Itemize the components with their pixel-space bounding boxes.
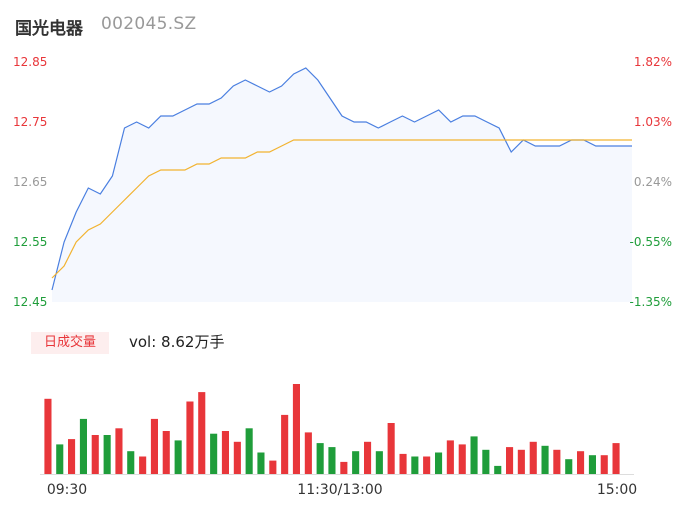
price-tick-label: 12.45	[13, 295, 47, 309]
volume-bar	[316, 443, 324, 474]
volume-bar	[565, 459, 573, 474]
percent-tick-label: 1.03%	[634, 115, 672, 129]
volume-bar	[387, 423, 395, 474]
time-axis-label: 11:30/13:00	[297, 482, 382, 498]
volume-bar	[588, 455, 596, 474]
volume-bar	[186, 401, 194, 474]
volume-bar	[198, 392, 206, 474]
volume-bar	[435, 452, 443, 474]
volume-bar	[103, 435, 111, 474]
volume-bar	[304, 432, 312, 474]
percent-tick-label: 1.82%	[634, 55, 672, 69]
volume-bar	[127, 451, 135, 474]
price-tick-label: 12.85	[13, 55, 47, 69]
volume-bar	[553, 449, 561, 474]
volume-bar	[292, 384, 300, 474]
volume-bar	[411, 456, 419, 474]
volume-bar	[340, 461, 348, 474]
price-tick-label: 12.55	[13, 235, 47, 249]
volume-bar	[446, 440, 454, 474]
volume-bar	[115, 428, 123, 474]
volume-bar	[245, 428, 253, 474]
volume-bar	[257, 452, 265, 474]
volume-bar	[233, 441, 241, 474]
volume-bar	[281, 414, 289, 474]
volume-bar	[399, 453, 407, 474]
volume-bar	[44, 398, 52, 474]
volume-bar	[600, 455, 608, 474]
volume-bar	[470, 436, 478, 474]
volume-bar	[221, 431, 229, 474]
time-axis-label: 09:30	[47, 482, 87, 498]
average-price-line	[51, 139, 632, 279]
volume-bar	[517, 449, 525, 474]
price-tick-label: 12.75	[13, 115, 47, 129]
volume-bar	[352, 451, 360, 474]
percent-tick-label: 0.24%	[634, 175, 672, 189]
time-axis-label: 15:00	[597, 482, 637, 498]
volume-readout: vol: 8.62万手	[129, 333, 225, 351]
volume-bar	[541, 445, 549, 474]
volume-bar	[56, 444, 64, 474]
volume-bar	[364, 441, 372, 474]
stock-name: 国光电器	[15, 19, 83, 39]
volume-bar	[150, 418, 158, 474]
volume-bar	[269, 460, 277, 474]
price-area	[52, 68, 632, 302]
volume-bar	[577, 451, 585, 474]
volume-bar	[423, 456, 431, 474]
volume-bar	[162, 431, 170, 474]
volume-bar	[506, 447, 514, 474]
price-line	[51, 67, 632, 291]
volume-bar	[139, 456, 147, 474]
stock-code: 002045.SZ	[101, 14, 197, 34]
volume-bar	[174, 440, 182, 474]
volume-bar	[494, 465, 502, 474]
volume-bar	[612, 443, 620, 474]
volume-bar	[68, 439, 76, 474]
volume-bar	[375, 451, 383, 474]
volume-bar	[210, 433, 218, 474]
volume-bar	[328, 447, 336, 474]
volume-bar	[458, 444, 466, 474]
percent-tick-label: -1.35%	[630, 295, 672, 309]
volume-bar	[91, 435, 99, 474]
daily-volume-tab[interactable]: 日成交量	[31, 332, 109, 354]
volume-bar	[529, 441, 537, 474]
volume-bar	[79, 418, 87, 474]
percent-tick-label: -0.55%	[630, 235, 672, 249]
volume-bar	[482, 449, 490, 474]
price-tick-label: 12.65	[13, 175, 47, 189]
